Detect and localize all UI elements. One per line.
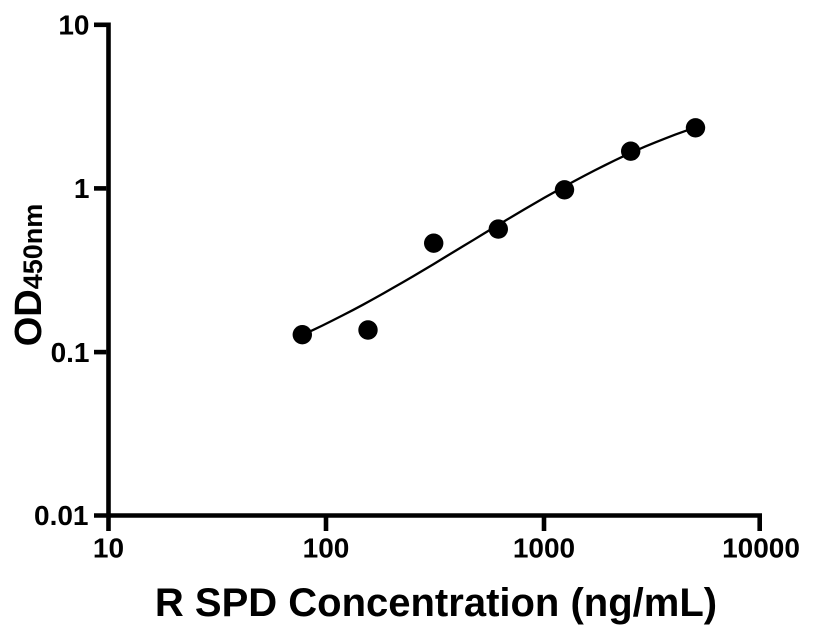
svg-text:0.1: 0.1: [51, 337, 90, 368]
svg-text:100: 100: [303, 533, 350, 564]
svg-text:1: 1: [74, 173, 90, 204]
svg-text:R SPD Concentration (ng/mL): R SPD Concentration (ng/mL): [155, 581, 717, 625]
svg-text:10: 10: [93, 533, 124, 564]
svg-text:10: 10: [58, 10, 89, 41]
svg-text:0.01: 0.01: [34, 500, 89, 531]
svg-text:10000: 10000: [722, 533, 800, 564]
svg-text:1000: 1000: [513, 533, 575, 564]
